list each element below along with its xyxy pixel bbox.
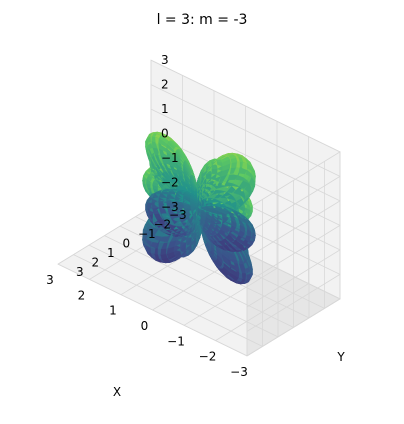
z-tick-label: −1 — [161, 151, 179, 165]
grid-line-floor-y — [88, 244, 279, 338]
y-tick-label: 2 — [92, 256, 100, 270]
grid-line-back-z — [246, 274, 341, 332]
z-tick-label: 0 — [161, 127, 169, 141]
x-tick-label: −3 — [230, 365, 248, 379]
z-tick-label: 3 — [161, 53, 169, 67]
grid-line-back-z — [246, 176, 341, 234]
grid-line-back-z — [246, 225, 341, 283]
y-tick-label: −3 — [169, 208, 187, 222]
grid-line-side-z — [150, 108, 341, 202]
x-tick-label: 0 — [141, 319, 149, 333]
surface-patch — [180, 148, 189, 162]
grid-line-side-z — [150, 84, 341, 177]
y-axis-label: Y — [336, 350, 345, 364]
x-tick-label: 1 — [109, 304, 117, 318]
grid-line-back-z — [246, 200, 341, 259]
x-tick-label: 3 — [46, 273, 54, 287]
grid-line-floor-y — [57, 263, 248, 357]
grid-line-back-z — [246, 298, 341, 357]
z-tick-label: 2 — [161, 78, 169, 92]
z-tick-label: 1 — [161, 102, 169, 116]
grid-line-floor-y — [104, 235, 294, 328]
chart-title: l = 3: m = -3 — [157, 12, 248, 28]
grid-line-floor-y — [73, 254, 263, 347]
x-tick-label: −2 — [199, 350, 217, 364]
x-axis-label: X — [113, 385, 121, 399]
grid-line-back-z — [246, 249, 341, 308]
spherical-harmonic-surface — [142, 131, 256, 285]
y-tick-label: 3 — [76, 265, 84, 279]
grid-line-side-z — [150, 59, 341, 153]
y-tick-label: 0 — [123, 237, 131, 251]
x-tick-label: −1 — [167, 334, 185, 348]
y-tick-label: 1 — [107, 246, 115, 260]
x-tick-label: 2 — [78, 288, 86, 302]
surface-patch — [211, 168, 218, 175]
z-tick-label: −3 — [161, 200, 179, 214]
z-tick-label: −2 — [161, 176, 179, 190]
surface-patch — [195, 204, 199, 208]
grid-line-back-z — [246, 151, 341, 210]
surface-patch — [248, 221, 255, 231]
surface-patch — [249, 161, 255, 172]
y-tick-label: −1 — [138, 227, 156, 241]
y-tick-label: −2 — [154, 218, 172, 232]
